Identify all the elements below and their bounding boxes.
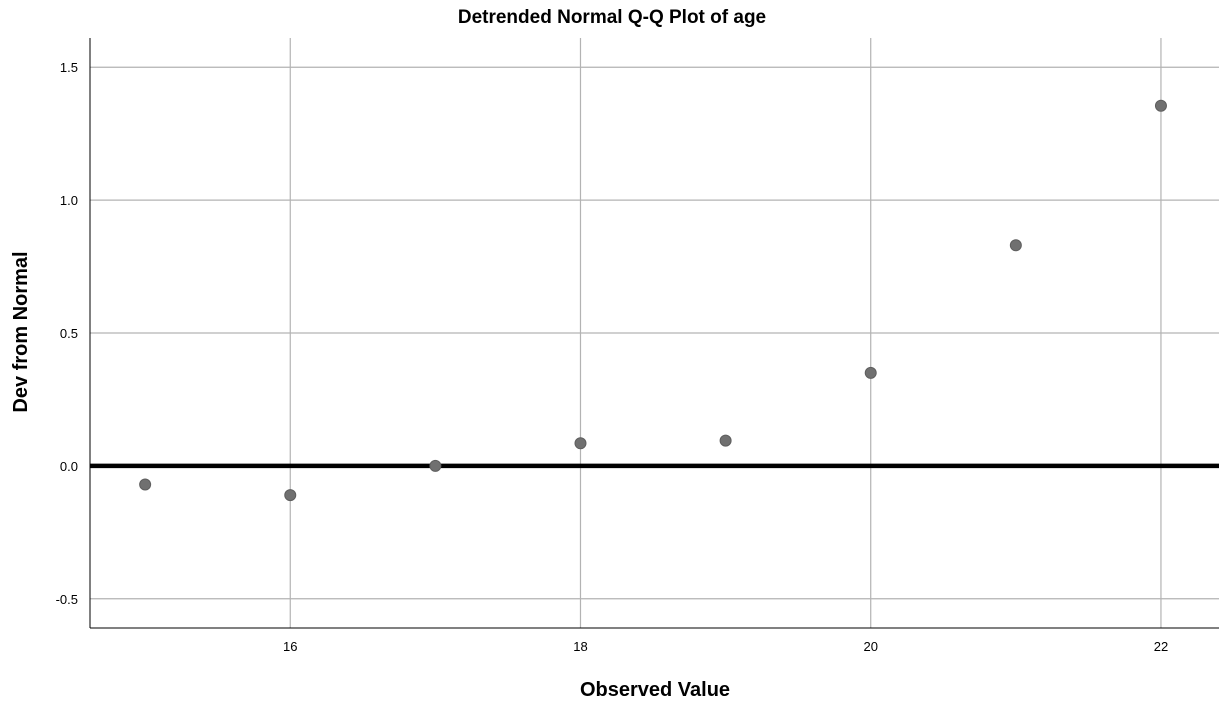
y-tick-label: -0.5 bbox=[56, 592, 78, 607]
y-tick-label: 0.0 bbox=[60, 459, 78, 474]
data-point bbox=[1154, 99, 1167, 112]
axes bbox=[89, 38, 1219, 629]
data-point bbox=[574, 437, 587, 450]
y-gridlines bbox=[90, 66, 1219, 600]
data-point bbox=[139, 478, 152, 491]
y-tick-label: 1.5 bbox=[60, 60, 78, 75]
data-point bbox=[1009, 239, 1022, 252]
x-tick-label: 18 bbox=[573, 639, 587, 654]
y-tick-labels: -0.5 0.0 0.5 1.0 1.5 bbox=[56, 60, 78, 607]
y-axis-label: Dev from Normal bbox=[10, 251, 32, 412]
x-axis-label: Observed Value bbox=[580, 679, 730, 701]
data-point bbox=[284, 489, 297, 502]
data-point bbox=[429, 459, 442, 472]
y-tick-label: 0.5 bbox=[60, 326, 78, 341]
y-tick-label: 1.0 bbox=[60, 193, 78, 208]
x-tick-label: 16 bbox=[283, 639, 297, 654]
data-point bbox=[864, 366, 877, 379]
x-tick-labels: 16 18 20 22 bbox=[283, 639, 1168, 654]
x-tick-label: 20 bbox=[863, 639, 877, 654]
data-points bbox=[139, 99, 1167, 502]
data-point bbox=[719, 434, 732, 447]
x-tick-label: 22 bbox=[1154, 639, 1168, 654]
chart-title: Detrended Normal Q-Q Plot of age bbox=[458, 7, 766, 28]
